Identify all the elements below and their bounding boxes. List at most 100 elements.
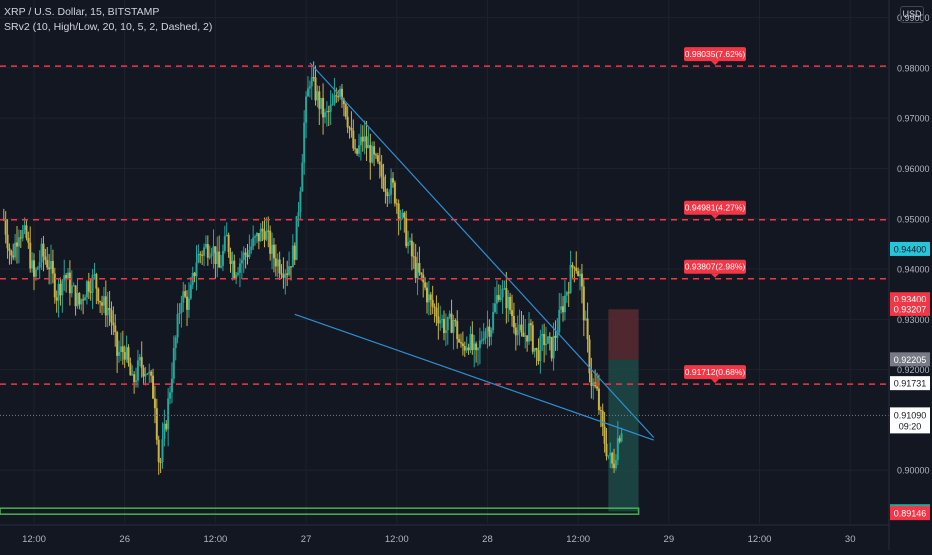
symbol-title[interactable]: XRP / U.S. Dollar, 15, BITSTAMP [4,6,160,18]
candle-body [357,145,360,154]
candle-body [167,398,170,430]
last-price-tag [890,407,930,434]
candle-body [344,104,347,117]
resistance-label: 0.94981(4.27%) [684,200,746,219]
candle-body [446,317,449,331]
candle-body [89,291,92,293]
candle-body [501,288,504,298]
candle-body [254,236,257,238]
candle-body [359,136,362,146]
candle-body [221,251,224,266]
candle-body [475,343,478,351]
candle-body [407,242,410,247]
candle-body [257,233,260,242]
candle-body [199,253,202,255]
candle-body [439,320,442,324]
candle-body [129,363,132,376]
candle-body [469,334,472,351]
candle-body [401,212,404,217]
candle-body [233,260,236,279]
candle-body [450,313,453,333]
candle-body [461,343,464,347]
candle-body [391,178,394,183]
candle-body [276,259,279,267]
candle-body [44,256,47,261]
candle-body [174,337,177,348]
candle-body [590,373,593,386]
candle-body [121,346,124,353]
candle-body [378,161,381,165]
candle-body [218,251,221,268]
candle-body [613,463,616,469]
candle-body [150,371,153,376]
candle-body [17,237,20,247]
candle-body [246,254,249,257]
candle-body [312,77,315,79]
resistance-label-pointer [711,61,719,66]
candle-body [186,296,189,310]
candle-body [265,230,268,240]
candle-body [579,273,582,277]
candle-body [512,315,515,328]
candle-body [34,269,37,277]
candle-body [560,306,563,310]
y-tick-label: 0.92000 [897,365,930,375]
candle-body [441,319,444,321]
candle-body [522,332,525,337]
candle-body [148,371,151,374]
candle-body [101,302,104,306]
candle-body [356,149,359,154]
candle-body [596,386,599,389]
resistance-label-text: 0.98035(7.62%) [685,49,746,59]
currency-button[interactable]: USD [900,6,924,23]
candle-body [291,245,294,268]
candle-body [267,230,270,232]
candle-body [12,255,15,258]
candle-body [437,316,440,324]
candle-body [269,230,272,254]
candle-body [586,318,589,340]
candle-body [114,325,117,333]
resistance-label-box [684,365,746,380]
candle-body [235,274,238,279]
candle-body [335,95,338,97]
candle-body [448,313,451,318]
candle-body [505,288,508,309]
candle-body [473,343,476,351]
candle-body [495,295,498,304]
y-tick-label: 0.95000 [897,214,930,224]
candle-body [286,273,289,275]
candle-body [46,260,49,268]
candle-body [490,330,493,337]
candle-body [567,292,570,294]
price-axis-tag [890,301,930,316]
candle-body [187,298,190,310]
indicator-title[interactable]: SRv2 (10, High/Low, 20, 10, 5, 2, Dashed… [4,21,213,33]
candle-body [97,288,100,302]
candle-body [539,336,542,362]
candle-body [70,285,73,294]
candle-body [531,325,534,352]
candle-body [573,267,576,269]
candle-body [524,335,527,337]
candle-body [63,275,66,281]
candle-body [484,331,487,339]
candle-body [259,228,262,242]
candle-body [314,77,317,101]
candle-body [329,104,332,112]
candle-body [123,352,126,360]
candle-body [418,263,421,273]
price-axis-tag-text: 0.94400 [894,244,927,254]
candle-body [384,188,387,192]
candle-body [91,274,94,293]
candle-body [444,330,447,334]
candle-body [554,335,557,338]
candle-body [327,111,330,113]
candle-body [159,461,162,463]
candle-body [152,375,155,399]
candle-body [289,266,292,268]
candle-body [548,336,551,338]
resistance-label-box [684,200,746,215]
